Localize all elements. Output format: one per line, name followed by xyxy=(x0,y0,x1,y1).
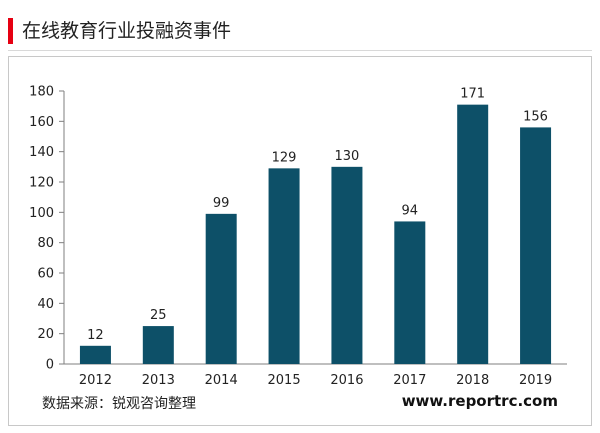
data-source: 数据来源：锐观咨询整理 xyxy=(42,396,196,412)
y-tick-label: 40 xyxy=(37,297,54,312)
y-tick-label: 0 xyxy=(46,358,54,373)
data-label: 12 xyxy=(87,328,104,343)
data-label: 25 xyxy=(150,308,167,323)
y-tick-label: 180 xyxy=(29,85,54,100)
website-url: www.reportrc.com xyxy=(401,392,558,410)
x-tick-label: 2017 xyxy=(393,373,426,388)
y-tick-label: 80 xyxy=(37,236,54,251)
x-tick-label: 2019 xyxy=(519,373,552,388)
page-title: 在线教育行业投融资事件 xyxy=(22,20,232,42)
bar xyxy=(268,168,300,364)
title-divider xyxy=(8,50,592,51)
x-tick-label: 2012 xyxy=(79,373,112,388)
data-label: 94 xyxy=(402,203,419,218)
y-tick-label: 60 xyxy=(37,267,54,282)
bar xyxy=(142,326,174,364)
data-label: 156 xyxy=(523,109,548,124)
title-accent-bar xyxy=(8,18,13,44)
y-tick-label: 100 xyxy=(29,206,54,221)
x-tick-label: 2015 xyxy=(268,373,301,388)
bar xyxy=(331,166,363,364)
data-label: 130 xyxy=(335,149,360,164)
bar xyxy=(205,213,237,364)
bar xyxy=(520,127,552,365)
data-label: 129 xyxy=(272,150,297,165)
y-tick-label: 140 xyxy=(29,145,54,160)
x-tick-label: 2013 xyxy=(142,373,175,388)
x-tick-label: 2018 xyxy=(456,373,489,388)
data-label: 171 xyxy=(460,87,485,102)
data-label: 99 xyxy=(213,196,230,211)
chart-frame xyxy=(8,56,592,426)
y-tick-label: 120 xyxy=(29,176,54,191)
bar xyxy=(457,104,489,365)
y-tick-label: 160 xyxy=(29,115,54,130)
x-tick-label: 2014 xyxy=(205,373,238,388)
y-tick-label: 20 xyxy=(37,327,54,342)
bar xyxy=(394,221,426,364)
bar xyxy=(79,345,111,364)
x-tick-label: 2016 xyxy=(330,373,363,388)
